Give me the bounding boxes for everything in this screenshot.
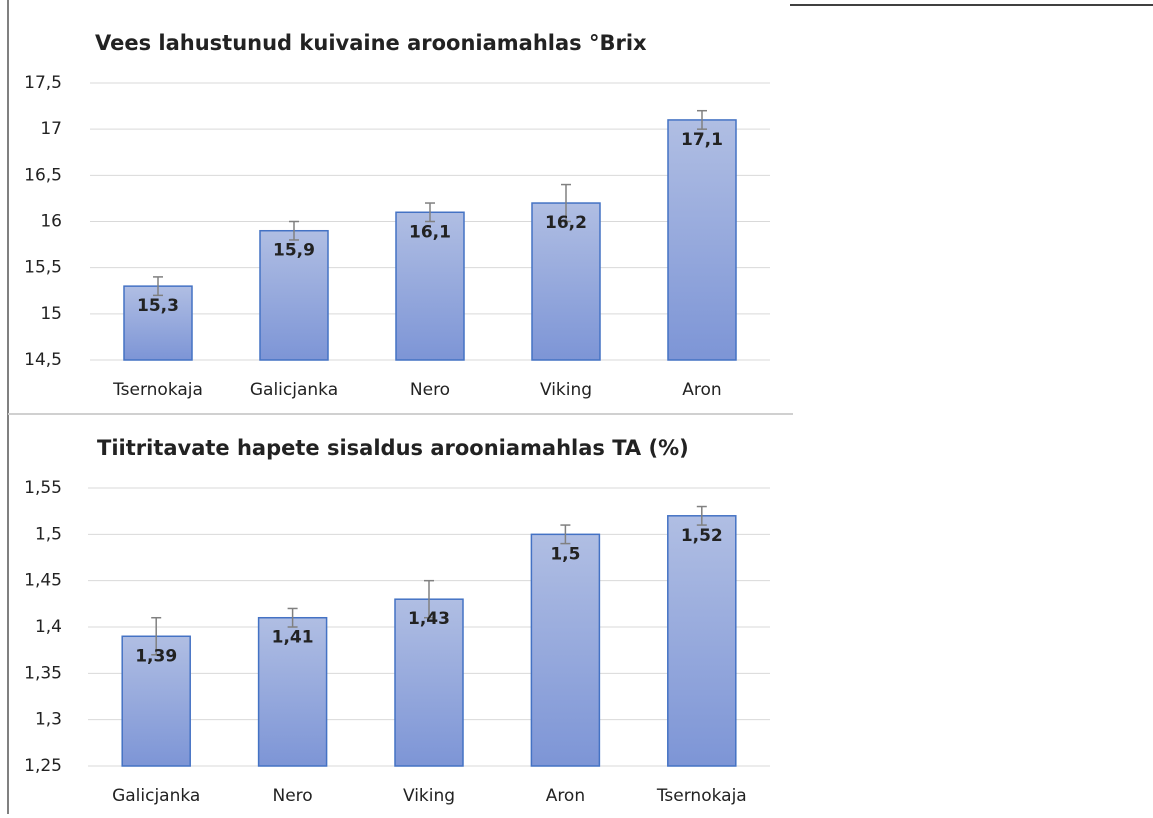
y-tick-label: 1,3 bbox=[35, 710, 62, 730]
y-tick-label: 16,5 bbox=[24, 165, 62, 185]
x-tick-label: Viking bbox=[540, 380, 592, 400]
bar bbox=[530, 533, 601, 767]
y-tick-label: 1,55 bbox=[24, 478, 62, 498]
data-label: 1,52 bbox=[681, 526, 723, 546]
x-tick-label: Galicjanka bbox=[112, 786, 200, 806]
x-tick-label: Aron bbox=[682, 380, 721, 400]
y-tick-label: 1,35 bbox=[24, 663, 62, 683]
data-label: 1,5 bbox=[550, 544, 580, 564]
y-tick-label: 1,45 bbox=[24, 571, 62, 591]
y-tick-label: 1,4 bbox=[35, 617, 62, 637]
bar bbox=[394, 598, 464, 767]
y-tick-label: 17,5 bbox=[24, 73, 62, 93]
bar bbox=[257, 616, 328, 767]
x-tick-label: Aron bbox=[546, 786, 585, 806]
y-tick-label: 15 bbox=[40, 304, 62, 324]
data-label: 16,2 bbox=[545, 213, 587, 233]
chart-title: Vees lahustunud kuivaine arooniamahlas °… bbox=[95, 31, 647, 55]
bar bbox=[395, 211, 465, 361]
data-label: 1,43 bbox=[408, 609, 450, 629]
bar bbox=[531, 202, 601, 361]
data-label: 15,3 bbox=[137, 296, 179, 316]
bar bbox=[667, 119, 737, 361]
data-label: 16,1 bbox=[409, 222, 451, 242]
x-tick-label: Nero bbox=[410, 380, 450, 400]
bar bbox=[259, 229, 329, 361]
x-tick-label: Nero bbox=[272, 786, 312, 806]
y-tick-label: 1,25 bbox=[24, 756, 62, 776]
data-label: 15,9 bbox=[273, 241, 315, 261]
x-tick-label: Tsernokaja bbox=[656, 786, 747, 806]
y-tick-label: 15,5 bbox=[24, 258, 62, 278]
bar bbox=[667, 515, 737, 767]
data-label: 17,1 bbox=[681, 130, 723, 150]
y-tick-label: 17 bbox=[40, 119, 62, 139]
y-tick-label: 16 bbox=[40, 212, 62, 232]
y-tick-label: 1,5 bbox=[35, 524, 62, 544]
y-tick-label: 14,5 bbox=[24, 350, 62, 370]
chart-title: Tiitritavate hapete sisaldus arooniamahl… bbox=[97, 436, 689, 460]
x-tick-label: Tsernokaja bbox=[112, 380, 203, 400]
x-tick-label: Viking bbox=[403, 786, 455, 806]
bar bbox=[121, 635, 191, 767]
x-tick-label: Galicjanka bbox=[250, 380, 338, 400]
data-label: 1,39 bbox=[135, 646, 177, 666]
data-label: 1,41 bbox=[272, 628, 314, 648]
